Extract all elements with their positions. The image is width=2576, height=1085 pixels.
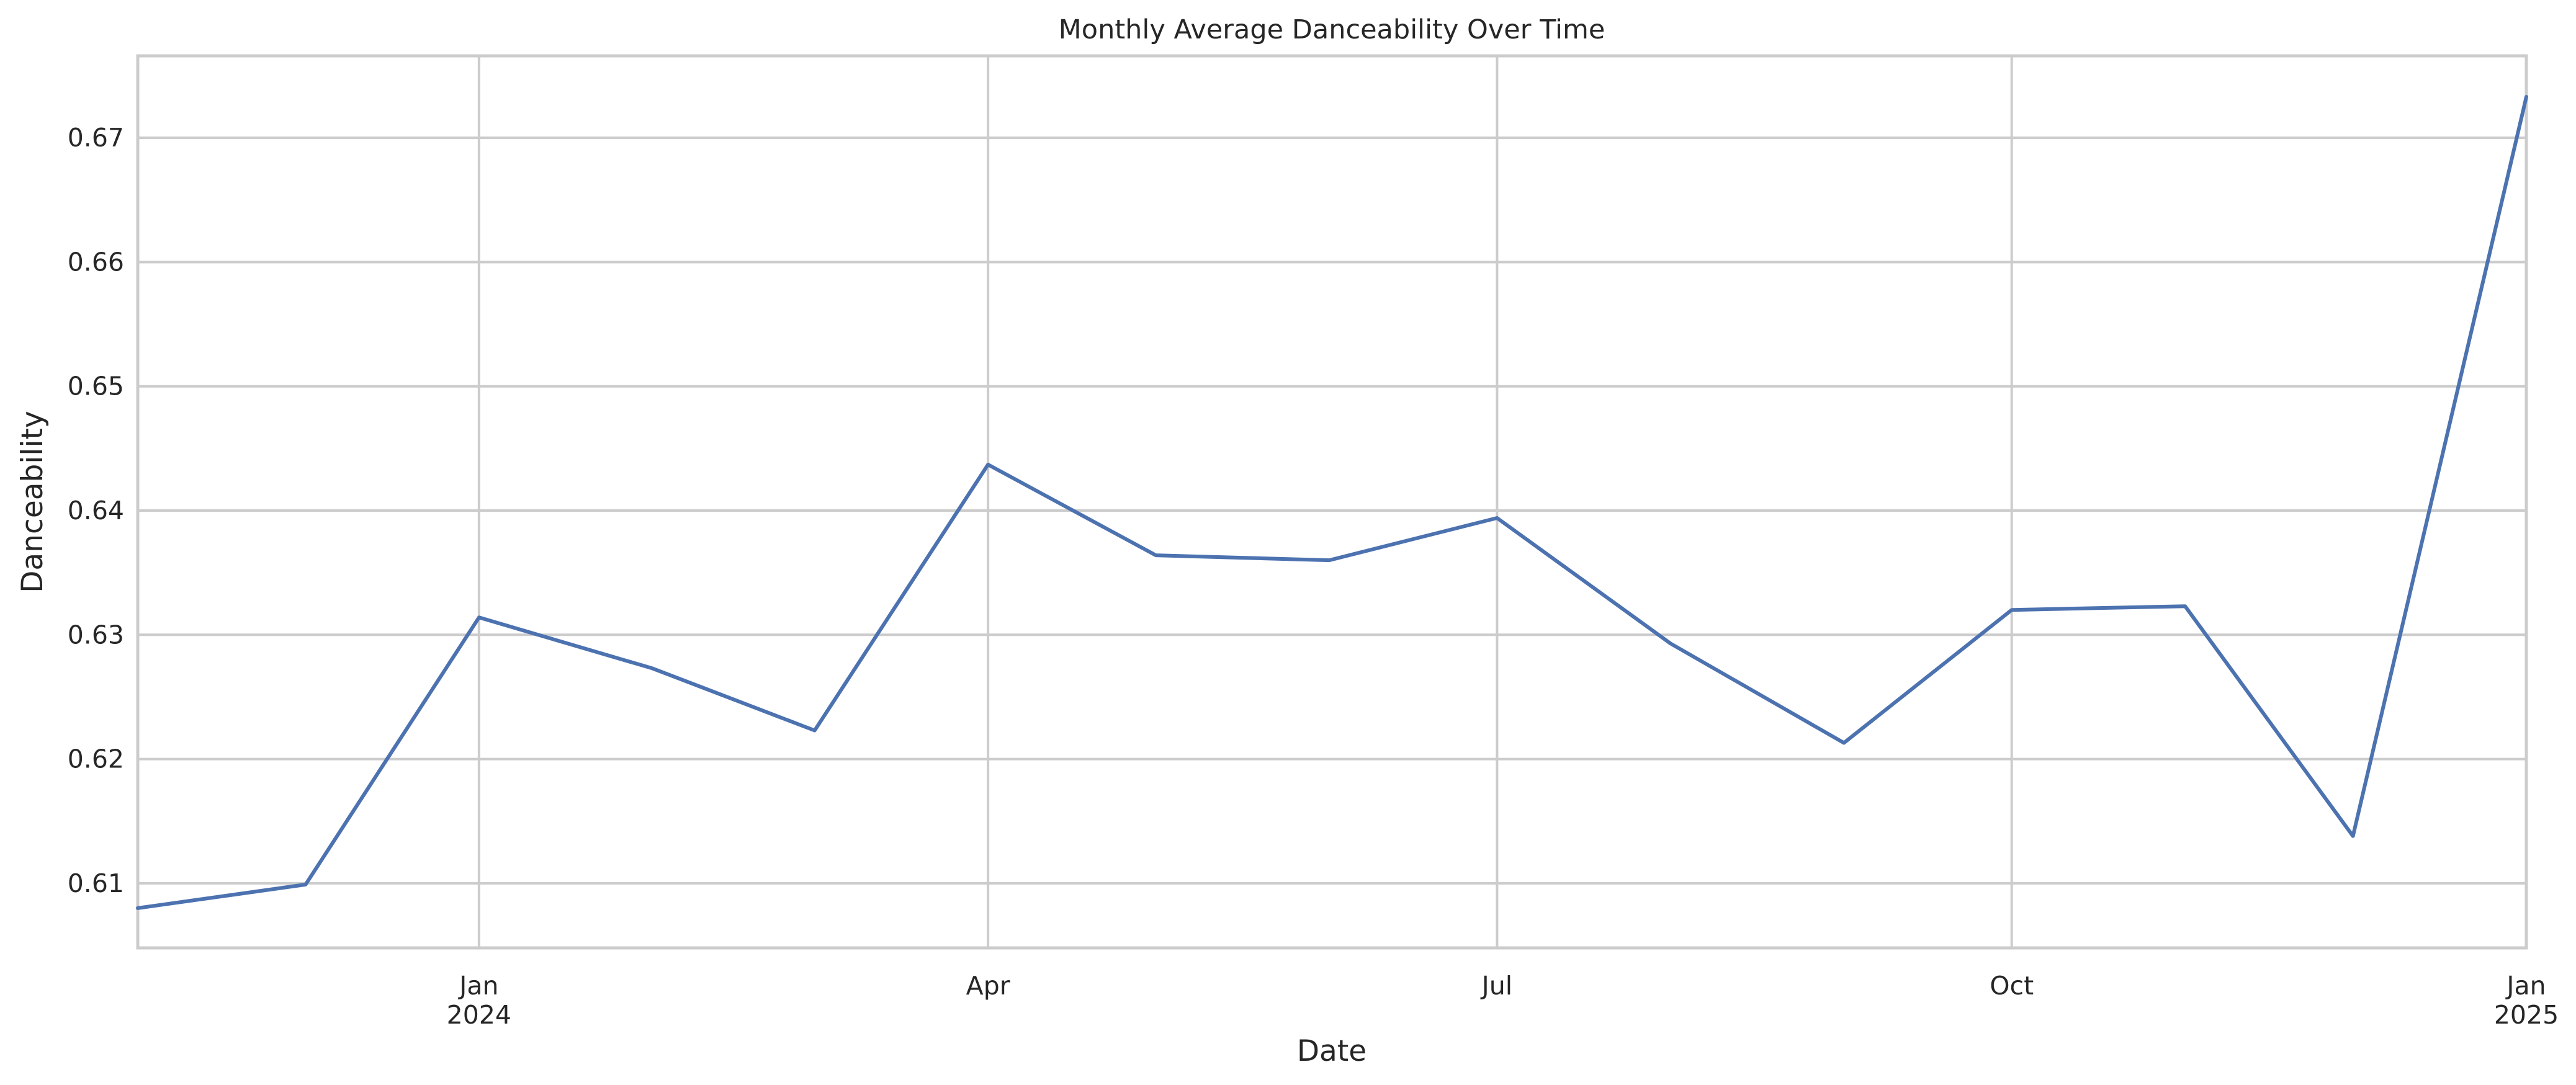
x-tick-label: Jul: [1480, 971, 1512, 1001]
x-tick-label: Apr: [966, 971, 1010, 1001]
plot-frame: [136, 54, 2528, 950]
series-group: [136, 95, 2528, 910]
x-tick-year-label: 2025: [2494, 1000, 2559, 1030]
x-tick-label: Oct: [1990, 971, 2034, 1001]
y-tick-label: 0.63: [68, 620, 124, 650]
x-tick-label: Jan: [2505, 971, 2546, 1001]
chart-title: Monthly Average Danceability Over Time: [1059, 14, 1605, 45]
y-axis-label: Danceability: [16, 411, 50, 593]
series-line: [136, 95, 2528, 910]
y-tick-label: 0.65: [68, 372, 124, 401]
x-tick-label: Jan: [457, 971, 498, 1001]
y-tick-label: 0.62: [68, 744, 124, 774]
y-tick-labels: 0.61 0.62 0.63 0.64 0.65 0.66 0.67: [68, 123, 124, 898]
x-axis-label: Date: [1297, 1034, 1367, 1068]
y-tick-label: 0.67: [68, 123, 124, 153]
y-tick-label: 0.64: [68, 496, 124, 525]
y-tick-label: 0.61: [68, 868, 124, 898]
x-tick-year-label: 2024: [447, 1000, 511, 1030]
grid-lines: [138, 56, 2528, 948]
y-tick-label: 0.66: [68, 247, 124, 277]
